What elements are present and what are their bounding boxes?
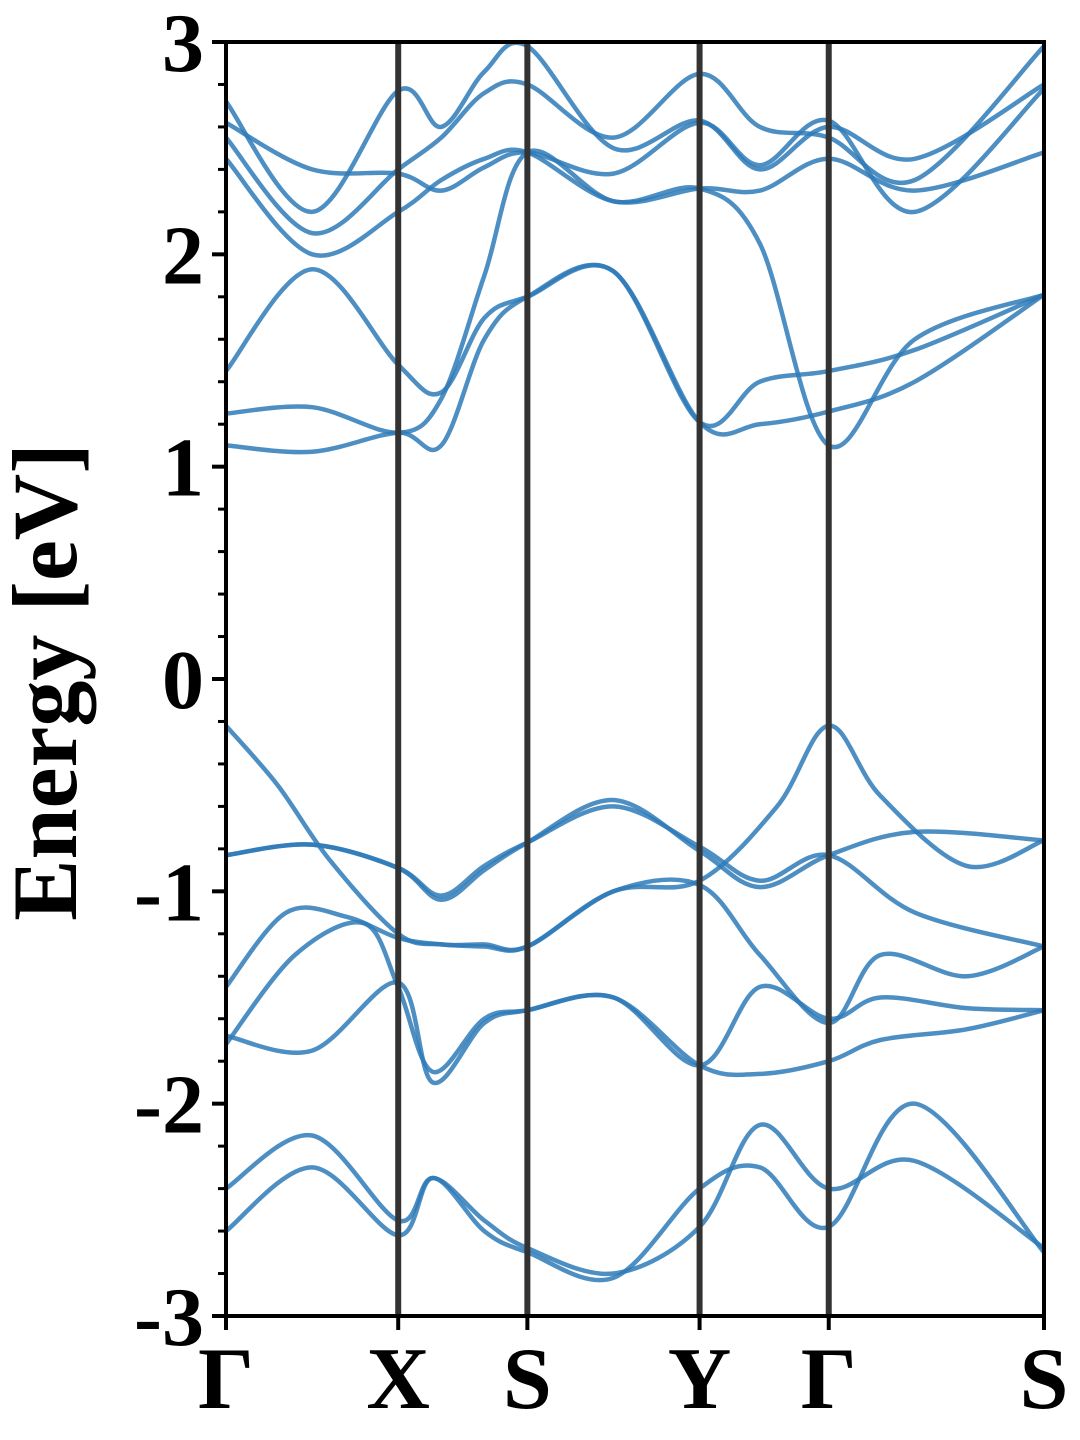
y-axis: -3 -2 -1 0 1 2 3 (134, 0, 226, 1364)
high-symmetry-dividers (395, 42, 832, 1316)
band-line-13 (226, 147, 1044, 258)
x-tick-label: Γ (801, 1331, 857, 1428)
y-tick-label: -2 (134, 1059, 204, 1152)
y-tick-label: -1 (134, 846, 204, 939)
y-tick-label: 1 (162, 422, 204, 515)
band-line-3 (226, 877, 1044, 1026)
y-axis-label: Energy [eV] (0, 443, 96, 921)
x-tick-label: Γ (198, 1331, 254, 1428)
x-tick-label: Y (668, 1331, 732, 1428)
x-tick-label: S (503, 1331, 552, 1428)
band-line-1 (226, 797, 1044, 903)
band-line-14 (226, 87, 1044, 215)
band-line-11 (226, 42, 1044, 215)
y-tick-label: 2 (162, 209, 204, 302)
y-tick-label: 3 (162, 0, 204, 90)
x-tick-label: X (366, 1331, 430, 1428)
band-line-5 (226, 980, 1044, 1085)
band-line-7 (226, 1101, 1044, 1283)
y-tick-label: 0 (162, 634, 204, 727)
band-line-10 (226, 263, 1044, 429)
band-line-6 (226, 1122, 1044, 1277)
x-tick-label: S (1020, 1331, 1069, 1428)
y-tick-label: -3 (134, 1271, 204, 1364)
